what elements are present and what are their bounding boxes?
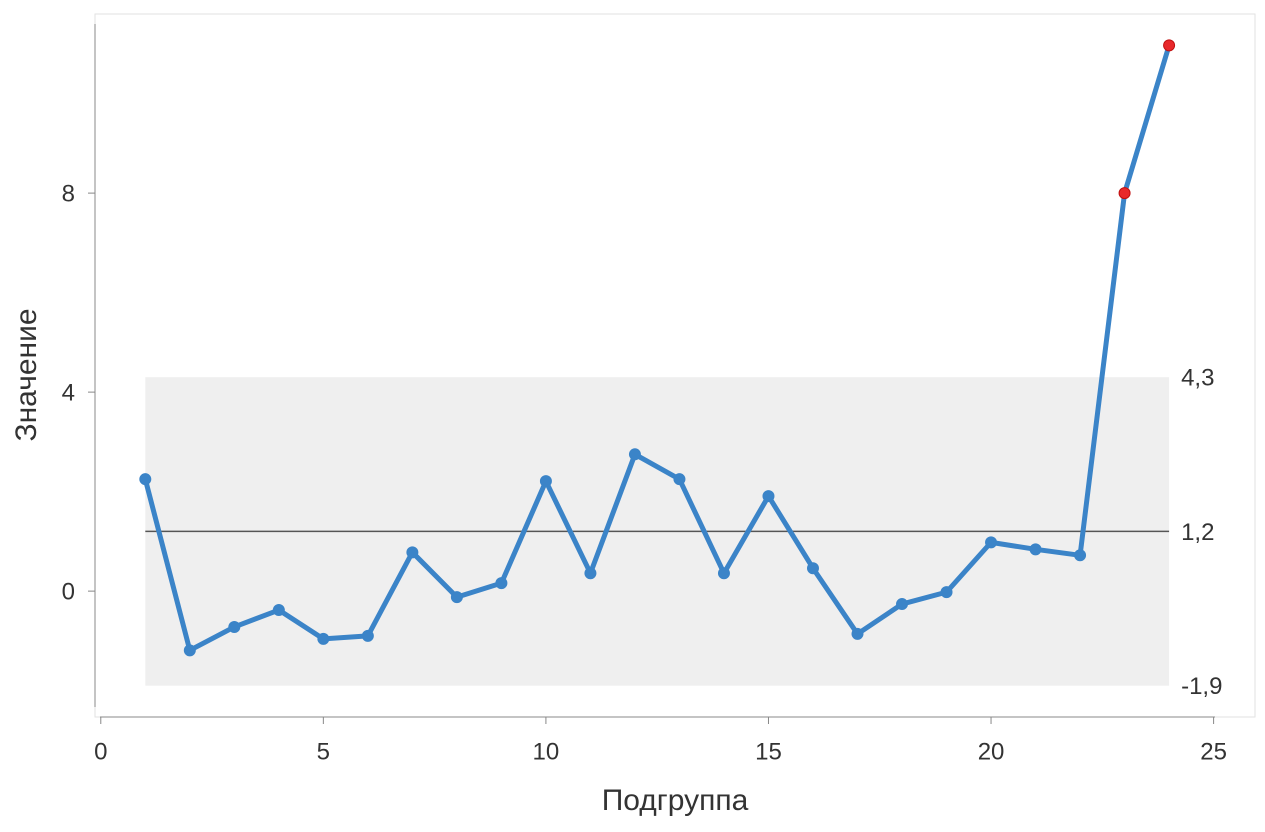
data-point <box>317 632 330 645</box>
data-point <box>361 629 374 642</box>
x-tick-label: 10 <box>533 738 560 765</box>
data-point <box>1163 39 1176 52</box>
data-point <box>628 448 641 461</box>
x-tick-label: 20 <box>978 738 1005 765</box>
data-point <box>539 475 552 488</box>
limit-label: -1,9 <box>1181 673 1222 700</box>
x-axis-label: Подгруппа <box>602 784 749 817</box>
data-point <box>495 577 508 590</box>
x-tick-label: 0 <box>94 738 107 765</box>
data-point <box>406 546 419 559</box>
data-point <box>806 562 819 575</box>
data-point <box>851 627 864 640</box>
data-point <box>762 490 775 503</box>
data-point <box>673 473 686 486</box>
x-tick-label: 15 <box>755 738 782 765</box>
data-point <box>450 591 463 604</box>
data-point <box>584 567 597 580</box>
y-axis-label: Значение <box>10 308 43 441</box>
limit-label: 1,2 <box>1181 519 1214 546</box>
x-tick-label: 25 <box>1200 738 1227 765</box>
y-tick-label: 4 <box>62 379 75 406</box>
data-point <box>272 604 285 617</box>
x-tick-label: 5 <box>317 738 330 765</box>
series-line <box>142 44 1172 653</box>
data-point <box>985 536 998 549</box>
limit-label: 4,3 <box>1181 365 1214 392</box>
data-point <box>183 644 196 657</box>
data-point <box>717 567 730 580</box>
data-point <box>228 620 241 633</box>
data-point <box>1118 187 1131 200</box>
data-point <box>139 473 152 486</box>
data-point <box>940 586 953 599</box>
data-point <box>896 598 909 611</box>
data-point <box>1074 549 1087 562</box>
data-point <box>1029 543 1042 556</box>
y-tick-label: 8 <box>62 180 75 207</box>
y-tick-label: 0 <box>62 578 75 605</box>
